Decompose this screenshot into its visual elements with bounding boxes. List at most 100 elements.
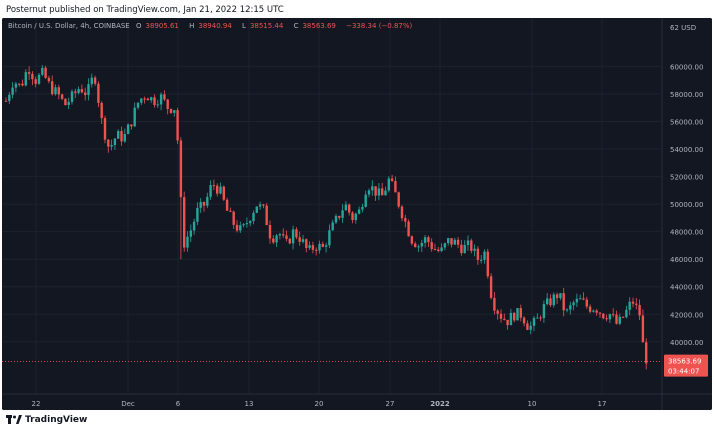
candle-body [331, 222, 334, 231]
candle-body [529, 325, 532, 330]
candle-body [113, 138, 117, 146]
y-tick-label: 60000.00 [670, 63, 703, 71]
candle-body [31, 73, 34, 80]
price-chart[interactable]: 40000.00 42000.00 44000.00 46000.00 48000.00… [2, 18, 712, 410]
footer-bar: TradingView [0, 410, 714, 432]
candle-body [288, 238, 291, 244]
price-change: −338.34 (−0.87%) [346, 22, 413, 30]
candle-body [565, 309, 569, 311]
candle-body [136, 102, 140, 108]
candle-body [67, 101, 70, 106]
candle-body [645, 342, 648, 364]
candle-body [311, 245, 315, 250]
candle-body [410, 236, 414, 244]
candle-body [506, 319, 509, 326]
candle-body [84, 92, 87, 96]
candle-body [513, 312, 516, 321]
candle-body [321, 243, 324, 247]
candle-body [384, 190, 387, 196]
candle-body [4, 100, 8, 102]
y-tick-label: 54000.00 [670, 146, 703, 154]
x-tick-label: 17 [598, 400, 607, 408]
candle-body [64, 98, 67, 106]
candle-body [216, 185, 219, 194]
y-tick-label: 50000.00 [670, 201, 703, 209]
candle-body [186, 236, 189, 248]
tradingview-logo-icon [6, 415, 22, 424]
candle-body [555, 294, 559, 299]
candle-body [133, 107, 136, 127]
candle-body [456, 239, 460, 245]
candle-body [212, 185, 216, 187]
candle-body [621, 316, 625, 318]
candle-body [605, 318, 608, 320]
candle-body [453, 239, 456, 245]
candle-body [367, 190, 371, 195]
candle-body [107, 139, 110, 147]
candle-body [546, 298, 549, 305]
candle-body [361, 206, 364, 210]
candle-body [41, 67, 44, 75]
candle-body [575, 298, 579, 303]
candle-body [291, 229, 295, 244]
candle-body [219, 186, 222, 194]
candle-body [153, 97, 156, 106]
candle-body [11, 87, 14, 95]
candle-body [255, 206, 258, 213]
candle-body [486, 251, 489, 277]
candle-body [44, 67, 47, 78]
candle-body [499, 313, 503, 319]
candle-body [249, 221, 252, 224]
candle-body [262, 204, 265, 206]
candle-body [628, 301, 631, 310]
candle-body [463, 244, 466, 254]
candle-body [298, 237, 301, 242]
candle-body [60, 94, 64, 99]
candle-body [470, 240, 473, 251]
chart-panel[interactable]: 40000.00 42000.00 44000.00 46000.00 48000.00… [2, 18, 712, 410]
y-tick-label: 48000.00 [670, 229, 703, 237]
high-label: H [189, 22, 195, 30]
candle-body [440, 247, 443, 252]
symbol-title: Bitcoin / U.S. Dollar, 4h, COINBASE [8, 22, 130, 30]
candle-body [150, 97, 153, 101]
candle-body [123, 133, 126, 142]
candle-body [21, 83, 24, 86]
candle-body [202, 201, 206, 206]
candle-body [348, 204, 351, 213]
candle-body [334, 215, 338, 223]
candle-body [552, 294, 555, 306]
candle-body [225, 199, 229, 211]
candle-body [387, 178, 390, 191]
y-tick-label: 52000.00 [670, 174, 703, 182]
candle-body [232, 211, 235, 225]
candle-body [77, 89, 80, 93]
candle-body [595, 310, 598, 313]
candle-body [351, 212, 354, 221]
candle-body [93, 77, 97, 84]
tradingview-logo[interactable]: TradingView [6, 415, 87, 425]
candle-body [120, 130, 123, 142]
candle-body [423, 237, 427, 243]
low-label: L [242, 22, 246, 30]
candle-body [414, 243, 417, 248]
candle-body [404, 218, 407, 222]
candle-body [179, 140, 183, 198]
published-caption: Posternut published on TradingView.com, … [6, 5, 284, 15]
candle-body [503, 318, 506, 320]
y-tick-label: 56000.00 [670, 119, 703, 127]
candle-body [27, 72, 31, 74]
candle-body [97, 83, 100, 103]
close-label: C [293, 22, 299, 30]
candle-body [516, 308, 519, 321]
candle-body [192, 221, 196, 231]
candle-body [126, 124, 130, 134]
candle-body [235, 224, 239, 231]
y-currency-label: 62 USD [670, 24, 696, 32]
candle-body [483, 251, 486, 260]
candle-body [163, 94, 166, 100]
ohlc-close: C 38563.69 [294, 22, 340, 30]
candle-body [397, 192, 400, 207]
candle-body [394, 180, 397, 193]
candle-body [295, 229, 298, 238]
